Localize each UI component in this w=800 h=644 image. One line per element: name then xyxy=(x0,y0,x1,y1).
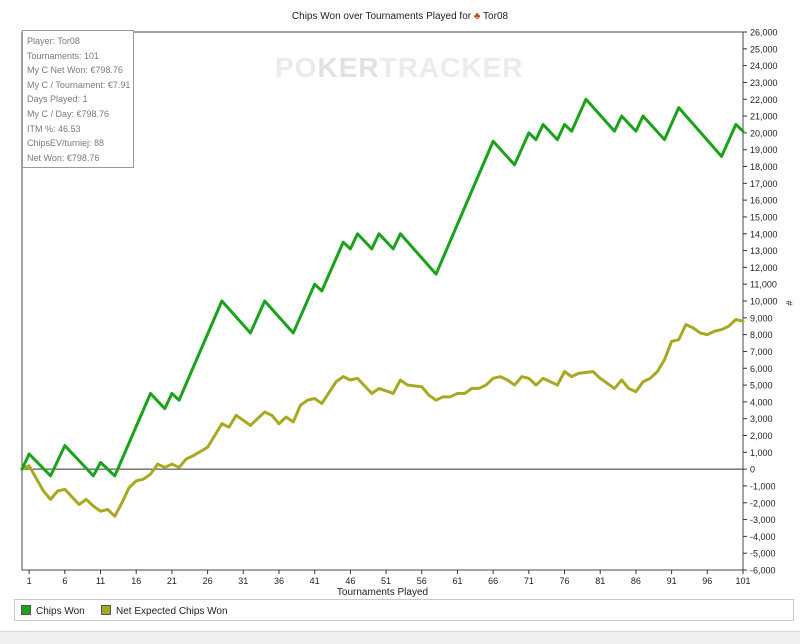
stat-line: My C / Tournament: €7.91 xyxy=(27,79,131,90)
x-tick-label: 86 xyxy=(631,576,641,586)
stat-line: Days Played: 1 xyxy=(27,94,88,105)
x-tick-label: 51 xyxy=(381,576,391,586)
y-tick-label: -4,000 xyxy=(750,532,776,542)
x-tick-label: 11 xyxy=(96,576,105,586)
x-tick-label: 46 xyxy=(345,576,355,586)
y-tick-label: 8,000 xyxy=(750,330,773,340)
x-tick-label: 41 xyxy=(310,576,320,586)
pokertracker-logo-watermark: POKERTRACKER xyxy=(275,52,524,83)
y-tick-label: 12,000 xyxy=(750,263,778,273)
legend-label-net-expected: Net Expected Chips Won xyxy=(116,606,228,617)
stat-line: Net Won: €798.76 xyxy=(27,152,100,163)
y-axis-label: # xyxy=(784,300,794,305)
stat-line: My C / Day: €798.76 xyxy=(27,108,110,119)
y-tick-label: 21,000 xyxy=(750,112,778,122)
y-tick-label: 17,000 xyxy=(750,179,778,189)
y-tick-label: 11,000 xyxy=(750,280,777,290)
y-tick-label: 10,000 xyxy=(750,297,778,307)
chart-legend: Chips Won Net Expected Chips Won xyxy=(14,599,794,621)
x-tick-label: 101 xyxy=(735,576,750,586)
x-tick-label: 26 xyxy=(203,576,213,586)
y-tick-label: 22,000 xyxy=(750,95,778,105)
stat-line: My C Net Won: €798.76 xyxy=(27,65,123,76)
stats-box: Player: Tor08 Tournaments: 101 My C Net Wo… xyxy=(22,30,134,168)
x-tick-label: 6 xyxy=(62,576,67,586)
x-tick-label: 81 xyxy=(595,576,605,586)
x-tick-label: 56 xyxy=(417,576,427,586)
x-tick-label: 76 xyxy=(560,576,570,586)
y-tick-label: 20,000 xyxy=(750,128,778,138)
chart-title-text: Chips Won over Tournaments Played for xyxy=(291,11,472,22)
stat-line: ITM %: 46.53 xyxy=(27,123,81,134)
x-axis-label: Tournaments Played xyxy=(337,587,428,598)
legend-item-chips-won[interactable]: Chips Won xyxy=(21,605,85,617)
y-tick-label: 6,000 xyxy=(750,364,773,374)
y-tick-label: 2,000 xyxy=(750,431,773,441)
legend-item-net-expected[interactable]: Net Expected Chips Won xyxy=(101,605,228,617)
y-tick-label: 19,000 xyxy=(750,145,778,155)
chart-plot: -6,000 -5,000 -4,000 -3,000 -2,000 -1,000 0 1,0… xyxy=(20,28,794,598)
stat-line: ChipsEV/turniej: 88 xyxy=(27,138,105,149)
y-tick-label: -3,000 xyxy=(750,515,776,525)
x-tick-label: 91 xyxy=(667,576,677,586)
y-tick-label: 18,000 xyxy=(750,162,778,172)
x-tick-label: 1 xyxy=(27,576,32,586)
status-bar xyxy=(0,631,800,644)
y-tick-label: 5,000 xyxy=(750,381,773,391)
y-tick-label: -2,000 xyxy=(750,498,776,508)
y-tick-label: 1,000 xyxy=(750,448,773,458)
series-line-chips-won xyxy=(20,97,745,478)
y-tick-label: -6,000 xyxy=(750,566,776,576)
stat-line: Tournaments: 101 xyxy=(27,50,100,61)
y-tick-label: 15,000 xyxy=(750,212,778,222)
x-tick-label: 71 xyxy=(524,576,534,586)
chart-title: Chips Won over Tournaments Played for ♣ … xyxy=(0,11,800,22)
y-tick-label: 23,000 xyxy=(750,78,778,88)
chart-title-player: Tor08 xyxy=(483,11,509,22)
y-tick-label: 16,000 xyxy=(750,196,778,206)
y-tick-label: 3,000 xyxy=(750,414,773,424)
y-tick-label: 26,000 xyxy=(750,28,778,38)
y-tick-label: 7,000 xyxy=(750,347,773,357)
stat-line: Player: Tor08 xyxy=(27,36,80,46)
y-tick-label: 4,000 xyxy=(750,397,773,407)
legend-swatch-chips-won xyxy=(21,605,31,615)
x-tick-label: 96 xyxy=(702,576,712,586)
player-icon: ♣ xyxy=(473,11,481,22)
x-tick-label: 36 xyxy=(274,576,284,586)
legend-label-chips-won: Chips Won xyxy=(36,606,85,617)
x-tick-label: 16 xyxy=(131,576,141,586)
y-tick-label: 14,000 xyxy=(750,229,778,239)
x-tick-label: 21 xyxy=(167,576,177,586)
y-tick-label: 9,000 xyxy=(750,313,773,323)
x-tick-label: 61 xyxy=(452,576,462,586)
y-tick-label: 24,000 xyxy=(750,61,778,71)
y-tick-label: 0 xyxy=(750,465,755,475)
y-tick-label: -5,000 xyxy=(750,549,776,559)
series-line-net-expected xyxy=(20,317,745,518)
y-tick-label: 13,000 xyxy=(750,246,778,256)
x-tick-label: 66 xyxy=(488,576,498,586)
x-tick-label: 31 xyxy=(238,576,248,586)
legend-swatch-net-expected xyxy=(101,605,111,615)
y-tick-label: -1,000 xyxy=(750,481,776,491)
y-tick-label: 25,000 xyxy=(750,44,778,54)
